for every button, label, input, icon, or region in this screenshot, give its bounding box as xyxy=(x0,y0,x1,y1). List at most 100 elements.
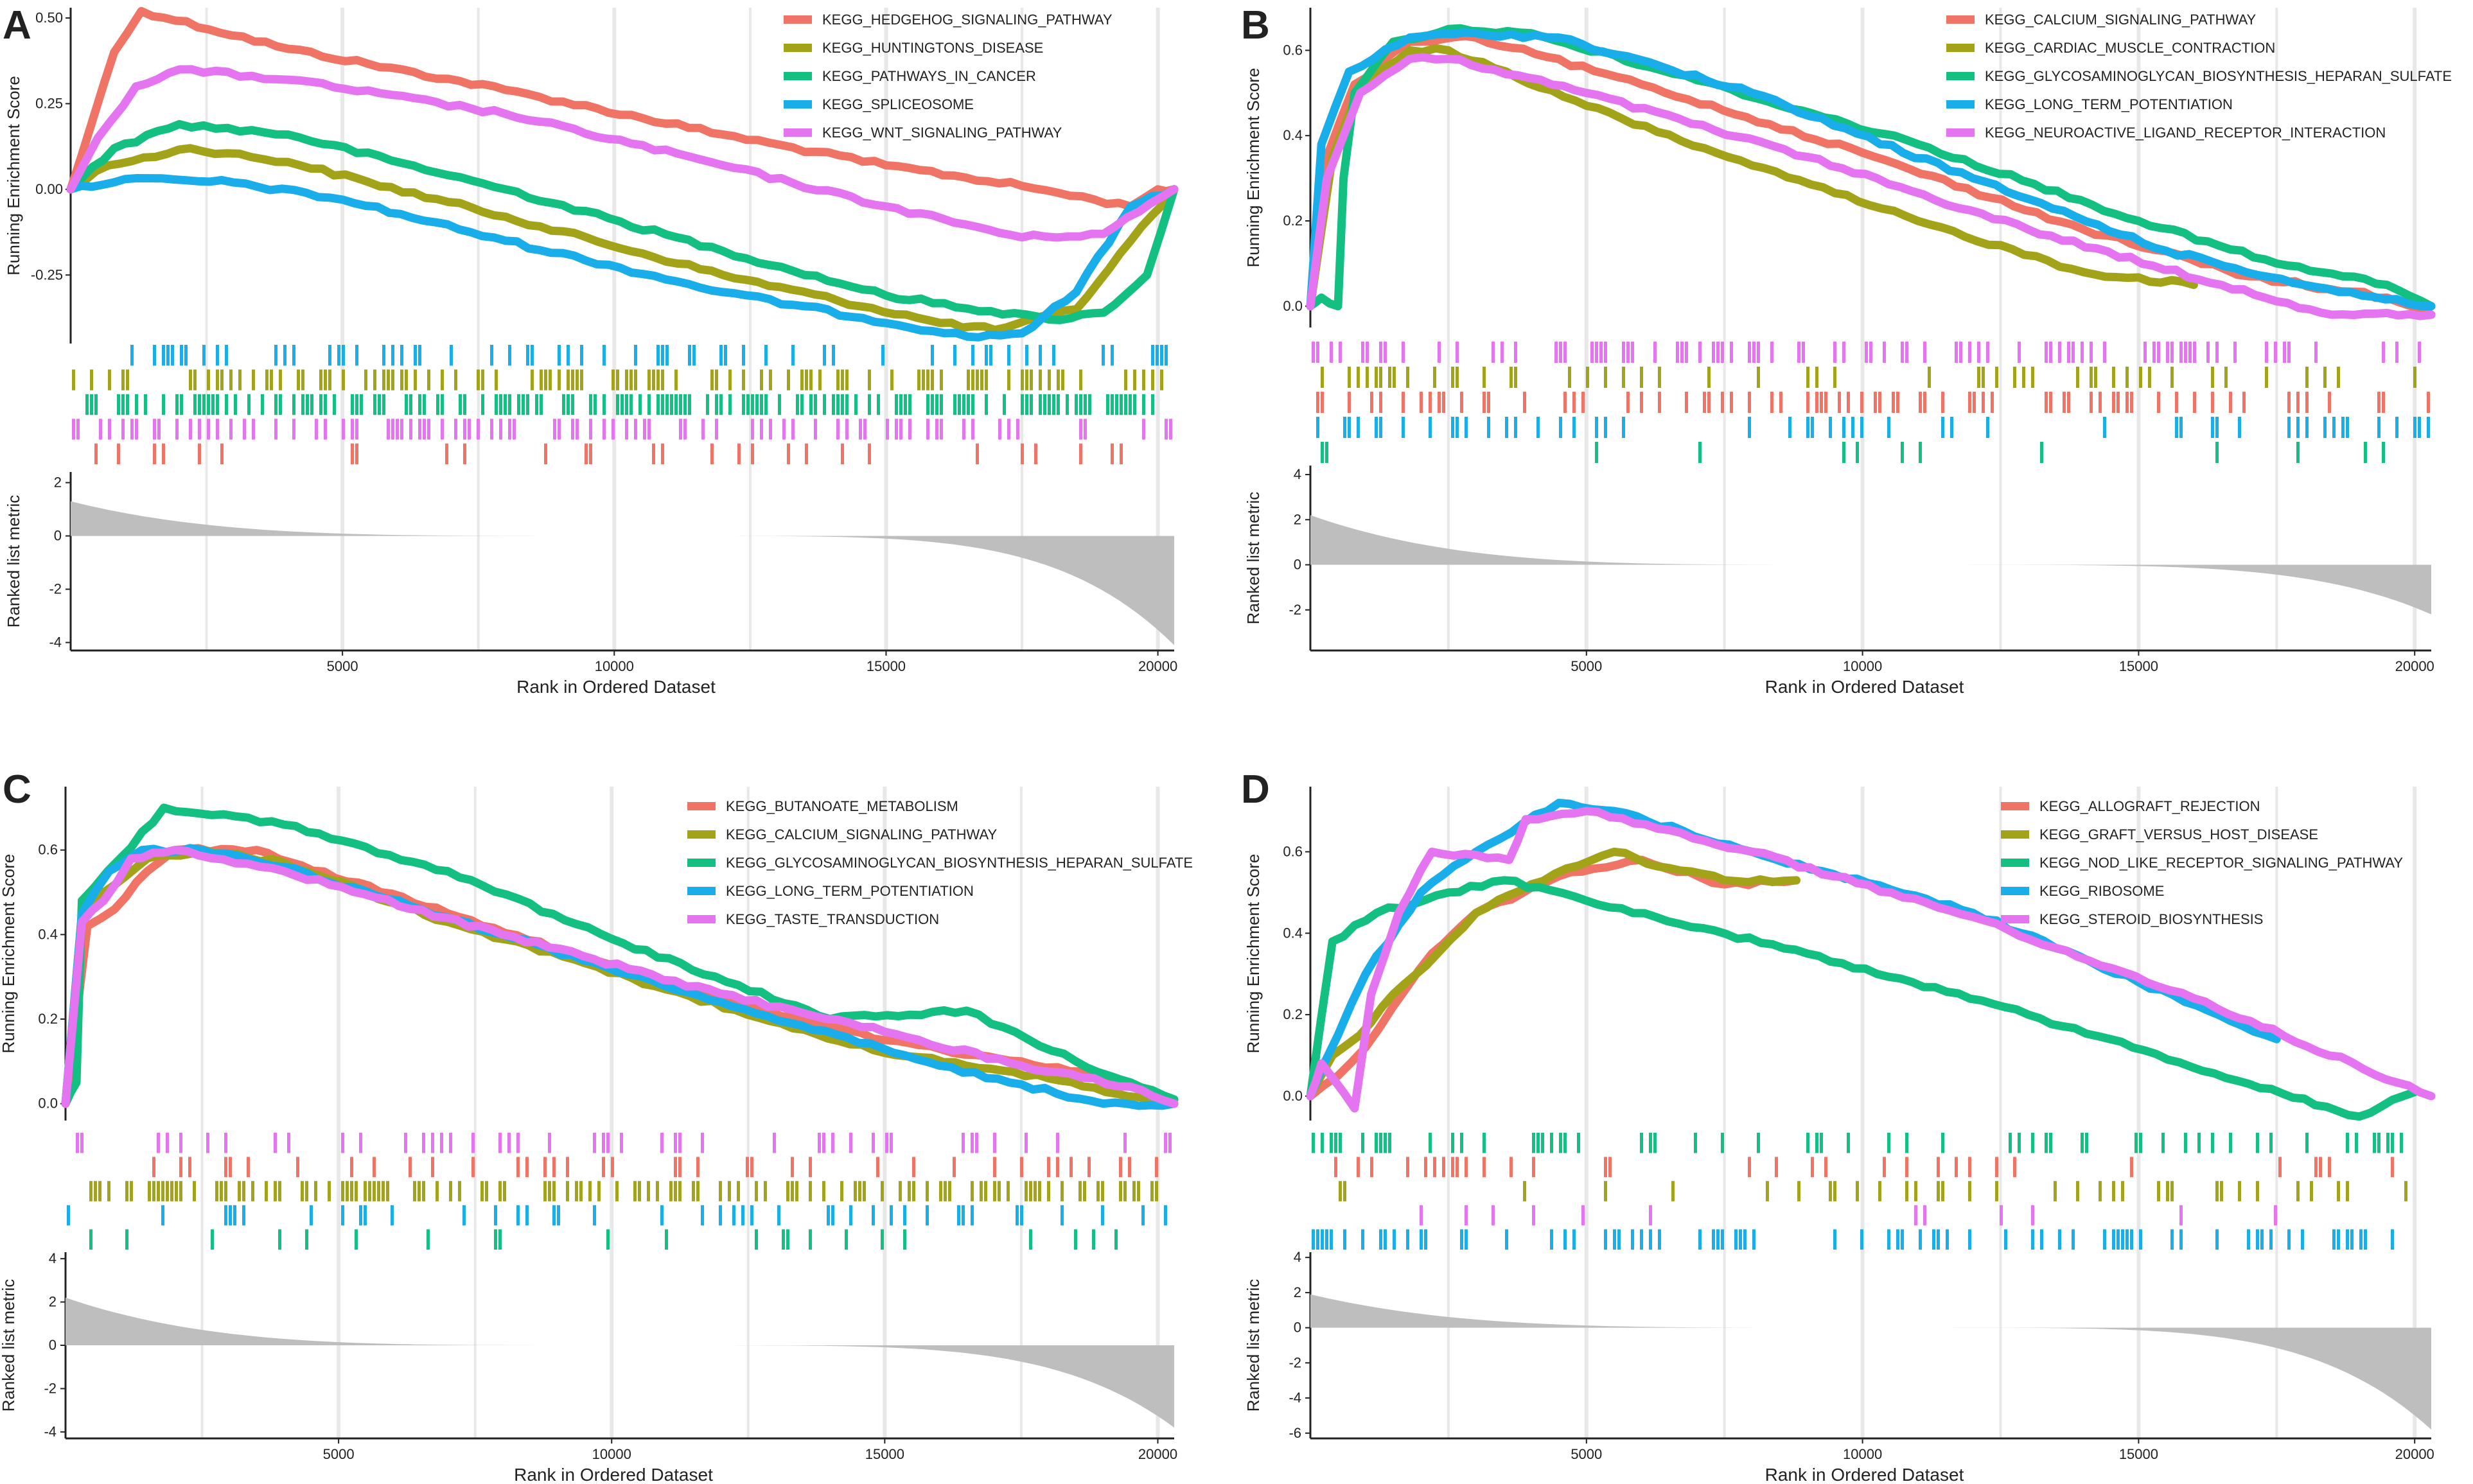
x-tick-label: 15000 xyxy=(2119,1446,2158,1462)
hit-bar xyxy=(1748,417,1751,438)
hit-bar xyxy=(431,1133,434,1153)
hit-bar xyxy=(1048,394,1051,415)
hit-bar xyxy=(2359,1229,2363,1250)
hit-bar xyxy=(1406,1229,1409,1250)
hit-bar xyxy=(1321,1229,1324,1250)
hit-bar xyxy=(2045,342,2048,363)
hit-bar xyxy=(701,419,705,440)
hit-bar xyxy=(2382,392,2385,413)
hit-bar xyxy=(1716,1229,1720,1250)
hit-bar xyxy=(566,1157,569,1178)
x-tick-label: 5000 xyxy=(1571,1446,1602,1462)
hit-bar xyxy=(161,1181,164,1201)
hit-bar xyxy=(2049,1133,2052,1153)
hit-bar xyxy=(1536,1133,1540,1153)
hit-bar xyxy=(1168,1133,1172,1153)
hit-bar xyxy=(1811,1157,1814,1178)
hit-bar xyxy=(557,1205,560,1226)
hit-bar xyxy=(1079,419,1082,440)
hit-bar xyxy=(1424,1157,1427,1178)
hit-bar xyxy=(1833,1181,1836,1201)
hit-bar xyxy=(351,443,354,464)
hit-bar xyxy=(1370,392,1373,413)
hit-bar xyxy=(980,1181,983,1201)
hit-bar xyxy=(328,1181,331,1201)
hit-bar xyxy=(1811,417,1814,438)
hit-bar xyxy=(517,394,520,415)
hit-bar xyxy=(2000,1205,2003,1226)
hit-bar xyxy=(1483,1133,1486,1153)
hit-bar xyxy=(931,394,934,415)
hit-bar xyxy=(1343,417,1346,438)
hit-bar xyxy=(495,369,498,390)
hit-bar xyxy=(531,369,534,390)
hit-bar xyxy=(463,394,466,415)
hit-bar xyxy=(67,1205,70,1226)
es-line xyxy=(66,144,1179,335)
hit-bar xyxy=(1721,1229,1724,1250)
hit-bar xyxy=(1986,342,1989,363)
legend-swatch xyxy=(1946,44,1975,52)
hit-bar xyxy=(404,1133,407,1153)
hit-bar xyxy=(674,1181,677,1201)
hit-bar xyxy=(885,1133,888,1153)
hit-bar xyxy=(1842,442,1845,463)
hit-bar xyxy=(126,394,129,415)
hit-bar xyxy=(868,394,871,415)
hit-bar xyxy=(2099,1181,2102,1201)
hit-bar xyxy=(1115,394,1118,415)
hit-bar xyxy=(1779,392,1782,413)
hit-bar xyxy=(1060,1181,1064,1201)
hit-bar xyxy=(576,419,579,440)
hit-bar xyxy=(265,369,268,390)
hit-bar xyxy=(1164,1205,1167,1226)
hit-bar xyxy=(391,1205,394,1226)
hit-bar xyxy=(603,345,606,366)
hit-bar xyxy=(2175,392,2178,413)
hit-bar xyxy=(719,1181,722,1201)
es-line xyxy=(66,65,1179,242)
es-y-tick-label: 0.2 xyxy=(1283,1006,1303,1022)
hit-bar xyxy=(1523,1181,1526,1201)
hit-bar xyxy=(297,369,300,390)
x-axis-label: Rank in Ordered Dataset xyxy=(1765,1465,1964,1484)
hit-bar xyxy=(899,419,902,440)
hit-bar xyxy=(107,1181,110,1201)
metric-y-tick-label: 2 xyxy=(1294,511,1301,527)
hit-bar xyxy=(1874,392,1877,413)
hit-bar xyxy=(121,419,125,440)
hit-bar xyxy=(350,1181,353,1201)
hit-bar xyxy=(1357,367,1360,388)
hit-bar xyxy=(1541,1133,1544,1153)
panel-c: C 0.0 0.2 0.4 0.6 Running Enrichment Score KEG… xyxy=(0,767,1193,1484)
hit-bar xyxy=(1955,342,1958,363)
hit-bar xyxy=(1550,1229,1553,1250)
hit-bar xyxy=(152,1157,155,1178)
hit-bar xyxy=(1766,1181,1769,1201)
hit-bar xyxy=(904,394,907,415)
hit-bar xyxy=(962,419,965,440)
hit-bar xyxy=(1451,367,1454,388)
hit-bar xyxy=(296,1157,299,1178)
hit-bar xyxy=(2364,1229,2367,1250)
hit-bar xyxy=(1092,1229,1095,1250)
hit-bar xyxy=(2157,1181,2160,1201)
hit-bar xyxy=(1739,1229,1742,1250)
hit-bar xyxy=(72,369,75,390)
hit-bar xyxy=(831,1205,834,1226)
hit-bar xyxy=(180,394,183,415)
ranked-metric: -4 -2 0 2 Ranked list metric 5000 10000 15000 20… xyxy=(4,472,1177,697)
hit-bar xyxy=(778,394,781,415)
hit-bar xyxy=(2067,392,2070,413)
hit-bar xyxy=(274,419,277,440)
hit-bar xyxy=(800,394,804,415)
hit-bar xyxy=(2103,417,2106,438)
hit-bar xyxy=(1842,417,1845,438)
hit-bar xyxy=(791,1157,794,1178)
hit-bar xyxy=(1865,342,1868,363)
hit-bar xyxy=(387,419,390,440)
hit-bar xyxy=(2274,342,2277,363)
hit-bar xyxy=(130,345,134,366)
hit-bar xyxy=(787,443,790,464)
hit-bar xyxy=(962,1133,965,1153)
